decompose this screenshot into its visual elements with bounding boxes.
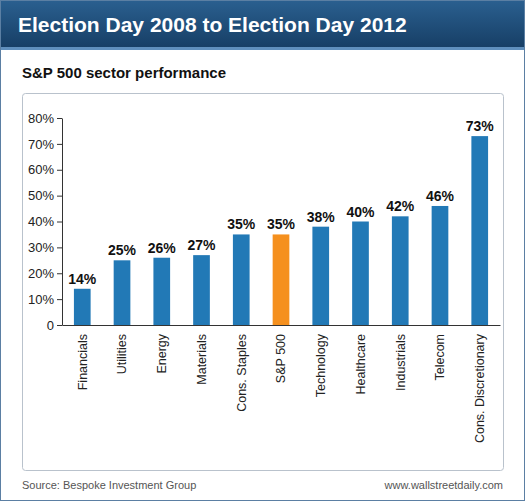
bar — [352, 222, 369, 326]
x-tick: Telecom — [433, 334, 447, 381]
bar — [233, 234, 250, 325]
data-label: 14% — [68, 271, 97, 287]
y-tick-mark — [57, 299, 62, 300]
chart-box — [23, 94, 504, 471]
data-label: 35% — [227, 216, 256, 232]
x-tick: Healthcare — [354, 334, 368, 394]
y-tick-label: 60% — [28, 162, 54, 177]
data-label: 25% — [108, 242, 137, 258]
x-tick-label: Utilities — [115, 334, 129, 374]
y-tick: 30% — [28, 240, 62, 255]
y-tick-label: 50% — [28, 188, 54, 203]
data-label: 27% — [187, 237, 216, 253]
footer-note: www.wallstreetdaily.com — [384, 479, 503, 491]
y-tick-mark — [57, 196, 62, 197]
y-tick-label: 30% — [28, 240, 54, 255]
bar — [153, 258, 170, 325]
x-tick-label: Healthcare — [354, 334, 368, 394]
y-tick: 10% — [28, 292, 62, 307]
y-tick: 60% — [28, 162, 62, 177]
y-tick-mark — [57, 273, 62, 274]
y-tick-mark — [57, 170, 62, 171]
x-tick: Cons. Discretionary — [473, 333, 487, 443]
y-tick: 70% — [28, 137, 62, 152]
y-axis-line — [62, 119, 63, 326]
bar — [432, 206, 449, 325]
x-tick-label: Industrials — [394, 334, 408, 391]
x-tick-label: Technology — [314, 333, 328, 397]
y-tick: 40% — [28, 214, 62, 229]
header-band — [1, 1, 524, 47]
y-tick-label: 10% — [28, 292, 54, 307]
x-tick: Materials — [195, 334, 209, 385]
x-tick: Cons. Staples — [235, 334, 249, 412]
x-tick: Technology — [314, 333, 328, 397]
y-tick-mark — [57, 144, 62, 145]
bar — [471, 136, 488, 325]
y-tick-mark — [57, 222, 62, 223]
x-tick: Financials — [76, 334, 90, 390]
bar — [273, 234, 290, 325]
bar — [392, 216, 409, 325]
data-label: 26% — [148, 240, 177, 256]
page-frame — [1, 1, 525, 501]
y-tick-label: 20% — [28, 266, 54, 281]
x-tick-label: Telecom — [433, 334, 447, 381]
bar — [74, 289, 91, 325]
bars — [74, 136, 488, 325]
x-tick-label: S&P 500 — [274, 334, 288, 383]
y-tick-label: 80% — [28, 111, 54, 126]
data-label: 42% — [386, 198, 415, 214]
data-label: 38% — [307, 209, 336, 225]
bar — [114, 260, 131, 325]
y-tick: 80% — [28, 111, 62, 126]
data-label: 35% — [267, 216, 296, 232]
y-tick-label: 0 — [47, 318, 54, 333]
y-tick: 50% — [28, 188, 62, 203]
data-labels: 14% 25% 26% 27% 35% 35% 38% 40% 42% 46% 73% — [68, 118, 494, 287]
x-tick: Utilities — [115, 334, 129, 374]
data-label: 40% — [346, 204, 375, 220]
x-tick: S&P 500 — [274, 334, 288, 383]
y-axis: 0 10% 20% 30% 40% 50% 60% 70% 80% — [28, 111, 63, 333]
x-tick-label: Financials — [76, 334, 90, 390]
x-tick: Industrials — [394, 334, 408, 391]
header-rule — [1, 47, 524, 50]
y-tick-label: 40% — [28, 214, 54, 229]
y-tick: 20% — [28, 266, 62, 281]
y-tick: 0 — [47, 318, 62, 333]
y-tick-label: 70% — [28, 137, 54, 152]
y-tick-mark — [57, 247, 62, 248]
y-tick-mark — [57, 325, 62, 326]
x-tick-label: Cons. Staples — [235, 334, 249, 412]
x-axis: Financials Utilities Energy Materials Cons. … — [63, 326, 501, 444]
bar — [312, 227, 329, 325]
y-tick-mark — [57, 118, 62, 119]
source-note: Source: Bespoke Investment Group — [22, 479, 196, 491]
bar — [193, 255, 210, 325]
data-label: 46% — [426, 188, 455, 204]
x-tick: Energy — [155, 333, 169, 373]
title: Election Day 2008 to Election Day 2012 — [18, 13, 407, 36]
subtitle: S&P 500 sector performance — [22, 64, 226, 81]
chart-root: Election Day 2008 to Election Day 2012 S&… — [0, 0, 525, 501]
x-tick-label: Energy — [155, 333, 169, 373]
data-label: 73% — [466, 118, 495, 134]
x-tick-label: Materials — [195, 334, 209, 385]
x-tick-label: Cons. Discretionary — [473, 333, 487, 443]
x-axis-line — [63, 325, 501, 326]
